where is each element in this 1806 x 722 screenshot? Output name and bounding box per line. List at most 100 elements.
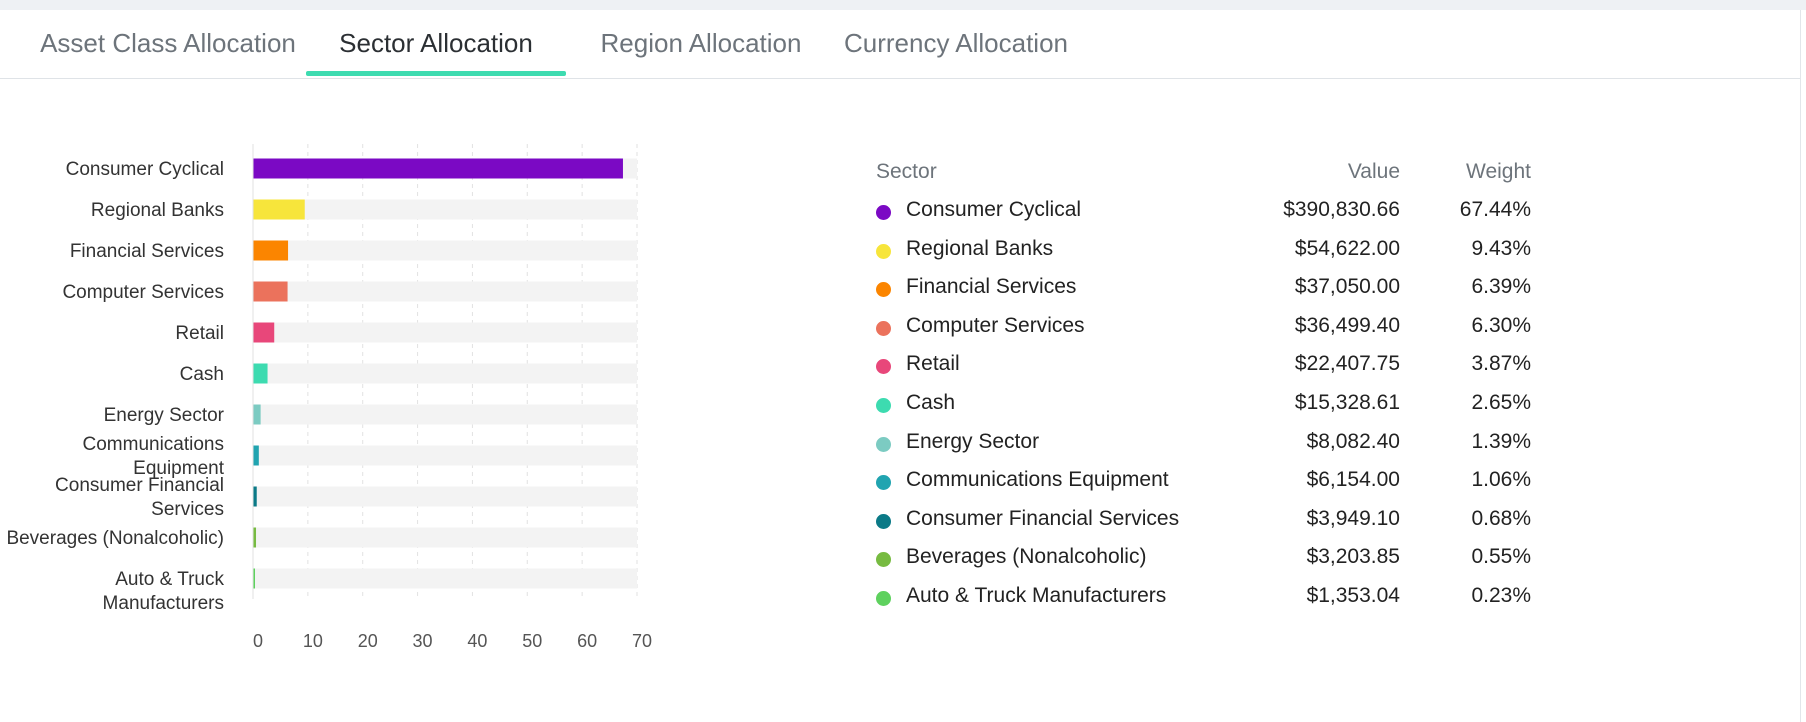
- bar-track: [253, 363, 637, 384]
- x-tick-label: 0: [253, 631, 263, 651]
- legend-color-dot: [876, 320, 891, 336]
- tab-label: Asset Class Allocation: [40, 28, 296, 58]
- legend-row[interactable]: Consumer Financial Services $3,949.10 0.68…: [876, 507, 1556, 546]
- legend-sector-name: Consumer Financial Services: [906, 506, 1180, 530]
- y-category-label-line: Consumer Cyclical: [65, 158, 224, 180]
- legend-row[interactable]: Auto & Truck Manufacturers $1,353.04 0.23%: [876, 584, 1556, 623]
- legend-sector-name: Retail: [906, 352, 960, 376]
- y-category-label-line: Equipment: [133, 457, 224, 479]
- bar-track: [253, 240, 637, 261]
- bar-auto-truck-manufacturers[interactable]: [253, 568, 255, 589]
- legend-sector-name: Cash: [906, 390, 956, 414]
- legend-sector-name: Consumer Cyclical: [906, 198, 1082, 221]
- legend-color-dot: [876, 513, 891, 529]
- tab-region-allocation[interactable]: Region Allocation: [598, 10, 804, 78]
- legend-sector-value: $36,499.40: [1294, 313, 1400, 337]
- allocation-tabs: Asset Class Allocation Sector Allocation…: [0, 10, 1800, 79]
- bar-energy-sector[interactable]: [253, 404, 261, 425]
- bar-track: [253, 322, 637, 343]
- legend-sector-weight: 67.44%: [1459, 198, 1531, 221]
- y-category-label-line: Cash: [179, 363, 224, 385]
- legend-sector-weight: 3.87%: [1471, 352, 1531, 376]
- legend-row[interactable]: Beverages (Nonalcoholic) $3,203.85 0.55%: [876, 545, 1556, 584]
- y-category-label-line: Computer Services: [62, 281, 224, 303]
- legend-sector-value: $6,154.00: [1306, 468, 1400, 492]
- legend-sector-weight: 9.43%: [1471, 236, 1531, 260]
- y-category-label-line: Auto & Truck Manufacturers: [102, 568, 224, 614]
- y-category-label-line: Consumer Financial: [55, 474, 224, 496]
- legend-sector-weight: 0.23%: [1471, 583, 1531, 607]
- x-tick-label: 10: [303, 631, 323, 651]
- sector-bar-chart: 0 10 20 30 40 50 60 70 Consumer Cyclical Regional…: [0, 138, 680, 663]
- bar-track: [253, 568, 637, 589]
- legend-sector-name: Energy Sector: [906, 429, 1040, 453]
- legend-rows: Consumer Cyclical $390,830.66 67.44% Region…: [876, 198, 1556, 623]
- legend-sector-weight: 1.06%: [1471, 468, 1531, 492]
- y-category-label-line: Regional Banks: [90, 199, 224, 221]
- bar-beverages-nonalcoholic[interactable]: [253, 527, 257, 548]
- tab-label: Currency Allocation: [844, 28, 1068, 58]
- y-category-label: Auto & Truck Manufacturers: [0, 568, 224, 616]
- legend-color-dot: [876, 590, 891, 606]
- legend-row[interactable]: Regional Banks $54,622.00 9.43%: [876, 237, 1556, 276]
- y-category-label: Regional Banks: [0, 199, 224, 223]
- legend-header-sector: Sector: [876, 160, 937, 183]
- legend-row[interactable]: Cash $15,328.61 2.65%: [876, 391, 1556, 430]
- legend-row[interactable]: Retail $22,407.75 3.87%: [876, 352, 1556, 391]
- legend-row[interactable]: Energy Sector $8,082.40 1.39%: [876, 430, 1556, 469]
- x-tick-label: 50: [522, 631, 542, 651]
- sector-legend-table: Sector Value Weight Consumer Cyclical $39…: [876, 160, 1556, 623]
- tab-currency-allocation[interactable]: Currency Allocation: [844, 10, 1068, 78]
- x-tick-label: 40: [467, 631, 487, 651]
- legend-row[interactable]: Communications Equipment $6,154.00 1.06%: [876, 468, 1556, 507]
- y-category-label-line: Financial Services: [69, 240, 224, 262]
- bar-consumer-cyclical[interactable]: [253, 158, 623, 179]
- legend-sector-value: $1,353.04: [1306, 583, 1400, 607]
- bar-retail[interactable]: [253, 322, 275, 343]
- bar-computer-services[interactable]: [253, 281, 288, 302]
- bar-communications-equipment[interactable]: [253, 445, 259, 466]
- y-category-label-line: Communications: [82, 433, 225, 455]
- legend-row[interactable]: Consumer Cyclical $390,830.66 67.44%: [876, 198, 1556, 237]
- legend-color-dot: [876, 359, 891, 375]
- bar-cash[interactable]: [253, 363, 268, 384]
- tab-asset-class-allocation[interactable]: Asset Class Allocation: [40, 10, 296, 78]
- legend-color-dot: [876, 282, 891, 298]
- legend-color-dot: [876, 436, 891, 452]
- bar-regional-banks[interactable]: [253, 199, 305, 220]
- legend-sector-value: $8,082.40: [1306, 429, 1400, 453]
- legend-header-row: Sector Value Weight: [876, 160, 1556, 198]
- legend-sector-weight: 0.68%: [1471, 506, 1531, 530]
- bar-chart-svg: 0 10 20 30 40 50 60 70: [252, 144, 652, 651]
- legend-sector-weight: 1.39%: [1471, 429, 1531, 453]
- bar-track: [253, 404, 637, 425]
- y-category-label: Cash: [0, 363, 224, 387]
- legend-sector-weight: 0.55%: [1471, 545, 1531, 569]
- legend-sector-weight: 6.30%: [1471, 313, 1531, 337]
- y-category-label: Consumer Cyclical: [0, 158, 224, 182]
- legend-row[interactable]: Computer Services $36,499.40 6.30%: [876, 314, 1556, 353]
- legend-sector-weight: 2.65%: [1471, 390, 1531, 414]
- legend-sector-name: Communications Equipment: [906, 468, 1169, 492]
- y-category-label: Retail: [0, 322, 224, 346]
- legend-sector-value: $37,050.00: [1294, 275, 1400, 299]
- bar-track: [253, 199, 637, 220]
- y-category-label: Computer Services: [0, 281, 224, 305]
- legend-sector-value: $22,407.75: [1294, 352, 1400, 376]
- tab-sector-allocation[interactable]: Sector Allocation: [306, 10, 566, 78]
- x-tick-label: 30: [413, 631, 433, 651]
- bar-track: [253, 486, 637, 507]
- y-category-label: Communications Equipment: [0, 433, 225, 481]
- bar-financial-services[interactable]: [253, 240, 289, 261]
- y-category-label-line: Retail: [175, 322, 224, 344]
- legend-row[interactable]: Financial Services $37,050.00 6.39%: [876, 275, 1556, 314]
- tab-label: Sector Allocation: [339, 28, 533, 58]
- x-tick-label: 60: [577, 631, 597, 651]
- bar-consumer-financial-services[interactable]: [253, 486, 257, 507]
- tab-label: Region Allocation: [600, 28, 802, 58]
- bar-track: [253, 281, 637, 302]
- legend-sector-weight: 6.39%: [1471, 275, 1531, 299]
- x-tick-label: 70: [632, 631, 652, 651]
- y-category-label-line: Services: [151, 498, 224, 520]
- allocation-panel: Asset Class Allocation Sector Allocation…: [0, 10, 1801, 722]
